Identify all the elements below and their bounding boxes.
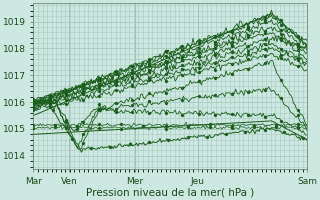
X-axis label: Pression niveau de la mer( hPa ): Pression niveau de la mer( hPa ) <box>86 187 254 197</box>
